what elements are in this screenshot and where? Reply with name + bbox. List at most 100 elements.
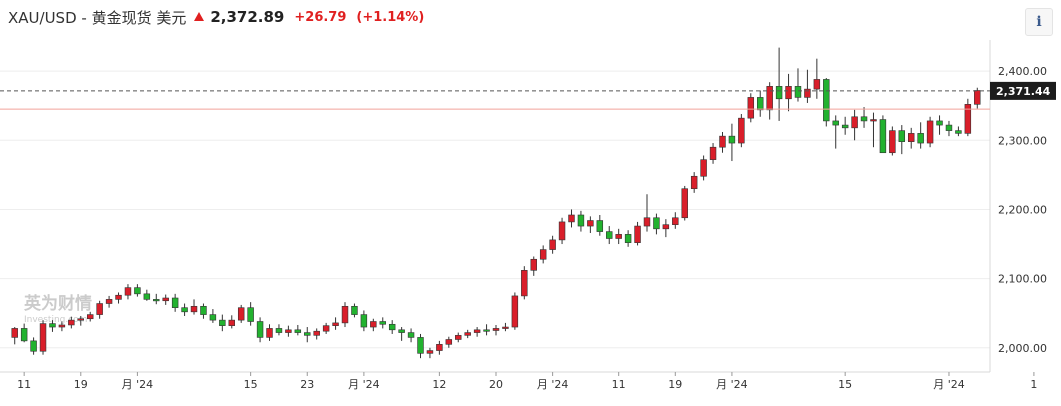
x-tick-label: 月 '24 xyxy=(537,378,569,391)
candle xyxy=(936,115,943,135)
candle xyxy=(747,93,755,123)
candle xyxy=(483,324,490,336)
candle-body-up xyxy=(77,318,85,321)
x-tick-label: 20 xyxy=(489,378,503,391)
candle xyxy=(955,126,962,137)
candle-body-up xyxy=(313,330,320,336)
candle xyxy=(804,69,811,103)
candle-body-up xyxy=(68,319,75,326)
candle-body-up xyxy=(907,133,915,142)
candle-body-down xyxy=(945,124,953,131)
candle-body-up xyxy=(58,324,66,328)
candle-body-down xyxy=(351,305,358,315)
candle xyxy=(153,293,160,305)
candle xyxy=(398,327,405,341)
y-tick-label: 2,200.00 xyxy=(998,203,1047,216)
candle xyxy=(813,58,821,99)
candle-body-up xyxy=(870,119,877,122)
candle-body-down xyxy=(209,314,217,321)
candle xyxy=(974,87,981,109)
candle-body-up xyxy=(464,332,471,336)
candle-body-up xyxy=(39,323,47,352)
candle-body-up xyxy=(436,344,443,351)
candle-body-up xyxy=(709,146,717,160)
candle xyxy=(964,98,972,137)
candle xyxy=(643,194,651,232)
candle-body-up xyxy=(690,175,698,190)
candle-body-down xyxy=(153,299,160,302)
candle xyxy=(105,295,113,308)
candle-body-up xyxy=(558,221,566,241)
candle xyxy=(889,126,896,156)
candle xyxy=(379,317,386,329)
candle-body-up xyxy=(370,321,377,328)
candle-body-up xyxy=(804,88,811,98)
candle-body-down xyxy=(596,220,604,232)
price-axis: 2,000.00 2,100.00 2,200.00 2,300.00 2,400.00 xyxy=(998,65,1047,355)
candle-body-up xyxy=(455,335,462,340)
candle-body-down xyxy=(936,120,943,126)
candle xyxy=(30,337,37,355)
candle xyxy=(738,114,745,148)
candle-body-up xyxy=(615,234,622,239)
candle xyxy=(77,315,85,326)
candle-body-up xyxy=(266,328,273,338)
investing-watermark: 英为财情 Investing.com xyxy=(24,296,92,328)
candle xyxy=(445,336,453,348)
candle-body-up xyxy=(190,305,198,313)
candle xyxy=(473,327,481,337)
candle xyxy=(898,125,906,155)
candle-body-up xyxy=(11,328,18,338)
candle xyxy=(596,214,604,236)
candle-body-down xyxy=(483,329,490,332)
candle xyxy=(228,315,235,329)
candle xyxy=(530,256,537,276)
candle-body-up xyxy=(719,135,726,148)
candle xyxy=(20,323,28,343)
candle-body-down xyxy=(832,120,839,126)
info-button[interactable]: i xyxy=(1025,8,1053,36)
candle-body-up xyxy=(587,220,594,227)
candle-body-down xyxy=(304,332,311,336)
candle-body-up xyxy=(766,86,773,111)
candle-body-down xyxy=(823,79,830,122)
candle-body-down xyxy=(775,86,783,100)
candle-body-down xyxy=(49,323,56,328)
candle-body-down xyxy=(879,119,887,154)
candle xyxy=(68,316,75,329)
candle xyxy=(785,73,792,112)
candle xyxy=(709,143,717,164)
candle xyxy=(870,112,877,148)
candle xyxy=(502,322,509,332)
candle-body-down xyxy=(728,135,736,144)
candle-body-down xyxy=(577,214,585,227)
candle xyxy=(219,314,226,332)
candle-body-up xyxy=(964,104,972,134)
candle-body-up xyxy=(341,305,349,324)
candle-body-down xyxy=(360,314,368,328)
candle-body-up xyxy=(889,130,896,154)
price-overlay: 2,371.44 xyxy=(0,81,1056,110)
candle xyxy=(728,123,736,162)
candle xyxy=(388,320,396,334)
candle-body-down xyxy=(653,217,660,230)
x-tick-label: 11 xyxy=(612,378,626,391)
x-tick-label: 月 '24 xyxy=(716,378,748,391)
candle xyxy=(247,302,254,326)
candle xyxy=(39,320,47,355)
candle-body-down xyxy=(171,297,179,308)
price-change-percent: (+1.14%) xyxy=(356,9,425,25)
candle-body-up xyxy=(539,249,547,260)
y-tick-label: 2,100.00 xyxy=(998,273,1047,286)
candle xyxy=(662,219,670,238)
candle-body-up xyxy=(105,299,113,304)
x-tick-label: 月 '24 xyxy=(348,378,380,391)
candle-body-up xyxy=(681,188,688,219)
candle xyxy=(341,302,349,328)
candle xyxy=(851,109,858,141)
candle xyxy=(407,328,415,343)
candle xyxy=(11,327,18,345)
candle-body-up xyxy=(974,90,981,105)
candle xyxy=(285,325,292,337)
